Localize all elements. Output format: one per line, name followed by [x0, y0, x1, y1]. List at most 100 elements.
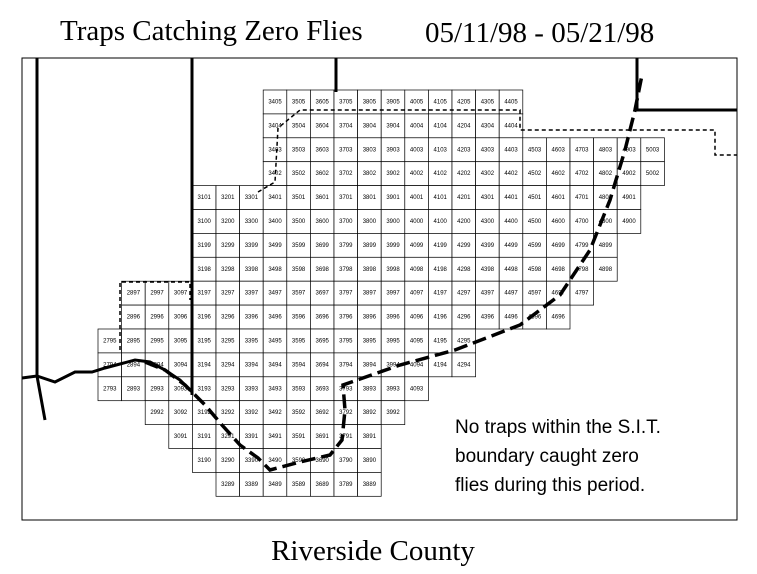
trap-cell-label: 4703 [575, 147, 589, 153]
trap-cell-label: 4400 [504, 219, 518, 225]
trap-cell-label: 3690 [316, 458, 330, 464]
trap-cell-label: 3900 [386, 219, 400, 225]
trap-cell-label: 3295 [221, 339, 235, 345]
trap-cell-label: 4497 [504, 291, 518, 297]
trap-cell-label: 3493 [268, 386, 282, 392]
trap-cell-label: 3599 [292, 243, 306, 249]
trap-cell-label: 2896 [127, 315, 141, 321]
trap-cell-label: 3798 [339, 267, 353, 273]
trap-cell-label: 4299 [457, 243, 471, 249]
trap-cell-label: 3097 [174, 291, 188, 297]
trap-cell-box [569, 280, 594, 306]
trap-cell-label: 3496 [268, 315, 282, 321]
note-line: boundary caught zero [455, 446, 639, 467]
trap-cell-label: 3196 [198, 315, 212, 321]
trap-cell-label: 3301 [245, 195, 259, 201]
trap-cell-label: 4004 [410, 123, 424, 129]
trap-cell-label: 3894 [363, 362, 377, 368]
trap-cell-label: 3289 [221, 482, 235, 488]
trap-cell-label: 4803 [599, 147, 613, 153]
trap-cell-label: 3298 [221, 267, 235, 273]
trap-cell-label: 4098 [410, 267, 424, 273]
trap-cell-label: 3996 [386, 315, 400, 321]
trap-cell-label: 3999 [386, 243, 400, 249]
trap-cell-label: 4900 [622, 219, 636, 225]
trap-cell-label: 4503 [528, 147, 542, 153]
trap-cell-label: 4402 [504, 171, 518, 177]
trap-cell-label: 3700 [339, 219, 353, 225]
trap-cell-label: 3595 [292, 339, 306, 345]
trap-cell-label: 4697 [552, 291, 566, 297]
trap-cell-label: 3896 [363, 315, 377, 321]
trap-cell-label: 4202 [457, 171, 471, 177]
trap-cell-label: 4600 [552, 219, 566, 225]
trap-cell-label: 3997 [386, 291, 400, 297]
trap-cell-label: 3597 [292, 291, 306, 297]
trap-cell-label: 4596 [528, 315, 542, 321]
trap-cell-label: 3590 [292, 458, 306, 464]
trap-cell-label: 3692 [316, 410, 330, 416]
trap-cell-label: 4901 [622, 195, 636, 201]
trap-cell-label: 3399 [245, 243, 259, 249]
trap-cell-label: 3704 [339, 123, 353, 129]
trap-cell-label: 3705 [339, 100, 353, 106]
trap-cell-label: 4002 [410, 171, 424, 177]
trap-cell-label: 3802 [363, 171, 377, 177]
trap-cell-label: 4198 [434, 267, 448, 273]
trap-cell-label: 3495 [268, 339, 282, 345]
trap-cell-label: 3904 [386, 123, 400, 129]
trap-cell-label: 3195 [198, 339, 212, 345]
trap-cell-label: 3490 [268, 458, 282, 464]
trap-cell-label: 4200 [457, 219, 471, 225]
trap-cell-label: 3998 [386, 267, 400, 273]
trap-cell-label: 3803 [363, 147, 377, 153]
trap-cell-label: 3695 [316, 339, 330, 345]
trap-cell-label: 4597 [528, 291, 542, 297]
trap-cell-label: 4899 [599, 243, 613, 249]
trap-cell-label: 4094 [410, 362, 424, 368]
trap-cell-label: 3601 [316, 195, 330, 201]
trap-cell-label: 3892 [363, 410, 377, 416]
trap-cell-label: 3603 [316, 147, 330, 153]
trap-cell-label: 4396 [481, 315, 495, 321]
trap-cell-label: 3799 [339, 243, 353, 249]
trap-cell-label: 3502 [292, 171, 306, 177]
trap-cell-label: 3505 [292, 100, 306, 106]
trap-cell-label: 4602 [552, 171, 566, 177]
trap-cell-label: 3100 [198, 219, 212, 225]
trap-cell-label: 3797 [339, 291, 353, 297]
trap-cell-label: 4405 [504, 100, 518, 106]
trap-cell-label: 3689 [316, 482, 330, 488]
trap-cell-label: 3190 [198, 458, 212, 464]
trap-cell-label: 4294 [457, 362, 471, 368]
trap-cell-label: 3693 [316, 386, 330, 392]
trap-cell-label: 2996 [150, 315, 164, 321]
trap-cell-label: 3198 [198, 267, 212, 273]
trap-cell-label: 3805 [363, 100, 377, 106]
trap-cell-label: 3396 [245, 315, 259, 321]
trap-cell-label: 3291 [221, 434, 235, 440]
trap-cell-label: 4298 [457, 267, 471, 273]
trap-cell-label: 4698 [552, 267, 566, 273]
trap-cell-label: 4300 [481, 219, 495, 225]
trap-cell-label: 4093 [410, 386, 424, 392]
trap-cell-label: 3091 [174, 434, 188, 440]
trap-cell-label: 3391 [245, 434, 259, 440]
trap-cell-label: 4501 [528, 195, 542, 201]
trap-cell-label: 4297 [457, 291, 471, 297]
trap-cell-label: 3096 [174, 315, 188, 321]
trap-cell-label: 3703 [339, 147, 353, 153]
trap-cell-label: 3300 [245, 219, 259, 225]
trap-cell-label: 3403 [268, 147, 282, 153]
trap-cell-label: 4305 [481, 100, 495, 106]
trap-cell-label: 3895 [363, 339, 377, 345]
trap-cell-label: 4205 [457, 100, 471, 106]
trap-cell-label: 4000 [410, 219, 424, 225]
trap-cell-label: 2995 [150, 339, 164, 345]
trap-cell-label: 3992 [386, 410, 400, 416]
trap-cell-label: 3691 [316, 434, 330, 440]
trap-cell-label: 4105 [434, 100, 448, 106]
trap-cell-label: 4096 [410, 315, 424, 321]
trap-cell-label: 3605 [316, 100, 330, 106]
trap-cell-label: 4296 [457, 315, 471, 321]
